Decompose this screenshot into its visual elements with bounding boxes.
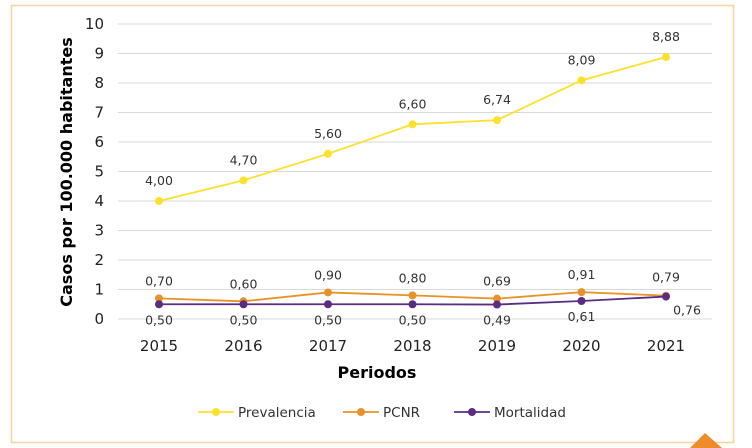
data-label-pcnr: 0,80 <box>399 270 427 285</box>
x-tick-label: 2018 <box>393 337 431 355</box>
legend: Prevalencia PCNR Mortalidad <box>198 405 566 421</box>
data-point-prevalencia <box>662 53 670 62</box>
data-label-mortalidad: 0,49 <box>483 313 511 328</box>
data-label-mortalidad: 0,50 <box>399 312 427 327</box>
y-tick-label: 7 <box>94 104 104 122</box>
data-label-pcnr: 0,69 <box>483 274 511 289</box>
data-label-prevalencia: 6,60 <box>399 96 427 111</box>
y-tick-label: 8 <box>94 74 104 92</box>
x-tick-label: 2021 <box>647 337 685 355</box>
data-point-mortalidad <box>324 300 332 309</box>
x-axis-title: Periodos <box>338 363 417 382</box>
data-label-prevalencia: 4,70 <box>230 152 258 167</box>
x-tick-label: 2019 <box>478 337 516 355</box>
data-label-pcnr: 0,90 <box>314 267 342 282</box>
y-tick-label: 4 <box>94 192 104 210</box>
data-point-mortalidad <box>493 300 501 309</box>
y-axis-title: Casos por 100.000 habitantes <box>57 37 76 306</box>
chart-frame <box>10 4 735 444</box>
data-point-mortalidad <box>155 300 163 309</box>
data-label-pcnr: 0,79 <box>652 270 680 285</box>
data-point-pcnr <box>408 291 417 300</box>
data-label-pcnr: 0,60 <box>230 276 258 291</box>
data-label-mortalidad: 0,50 <box>145 312 173 327</box>
y-tick-label: 10 <box>85 15 104 33</box>
data-point-pcnr <box>577 288 586 297</box>
data-point-prevalencia <box>408 120 417 129</box>
data-label-prevalencia: 6,74 <box>483 92 511 107</box>
legend-marker-prevalencia <box>212 408 220 416</box>
data-label-prevalencia: 8,09 <box>568 52 596 67</box>
data-label-prevalencia: 8,88 <box>652 29 680 44</box>
data-label-mortalidad: 0,50 <box>314 312 342 327</box>
y-tick-label: 3 <box>94 222 104 240</box>
legend-label-prevalencia: Prevalencia <box>238 405 316 421</box>
data-point-pcnr <box>155 294 163 303</box>
data-label-mortalidad: 0,76 <box>673 303 701 318</box>
data-point-prevalencia <box>324 149 332 158</box>
data-point-prevalencia <box>493 116 501 125</box>
legend-label-pcnr: PCNR <box>383 405 420 421</box>
corner-decoration <box>690 433 722 448</box>
y-tick-label: 9 <box>94 45 104 63</box>
x-tick-label: 2015 <box>140 337 178 355</box>
x-tick-label: 2016 <box>224 337 262 355</box>
data-point-mortalidad <box>408 300 417 309</box>
x-tick-label: 2017 <box>309 337 347 355</box>
data-point-prevalencia <box>239 176 248 185</box>
legend-label-mortalidad: Mortalidad <box>494 405 566 421</box>
y-tick-label: 5 <box>94 163 104 181</box>
legend-marker-mortalidad <box>468 408 476 416</box>
legend-marker-pcnr <box>357 408 365 416</box>
data-point-mortalidad <box>662 292 670 301</box>
data-point-prevalencia <box>577 76 586 85</box>
y-tick-label: 6 <box>94 133 104 151</box>
data-point-pcnr <box>324 288 332 297</box>
data-label-mortalidad: 0,61 <box>568 309 596 324</box>
data-point-mortalidad <box>577 297 586 306</box>
y-tick-label: 0 <box>94 310 104 328</box>
data-label-prevalencia: 5,60 <box>314 126 342 141</box>
data-label-pcnr: 0,91 <box>568 267 596 282</box>
y-tick-label: 2 <box>94 251 104 269</box>
data-label-pcnr: 0,70 <box>145 273 173 288</box>
data-label-prevalencia: 4,00 <box>145 173 173 188</box>
data-label-mortalidad: 0,50 <box>230 312 258 327</box>
data-point-prevalencia <box>155 197 163 205</box>
y-tick-label: 1 <box>94 281 104 299</box>
data-point-pcnr <box>493 294 501 303</box>
x-tick-label: 2020 <box>562 337 600 355</box>
data-point-mortalidad <box>239 300 248 309</box>
